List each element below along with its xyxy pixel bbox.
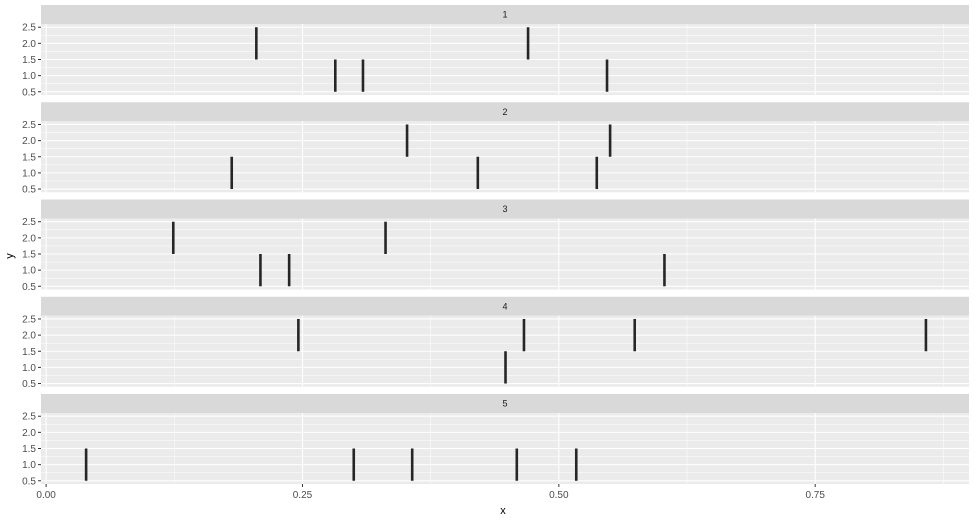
facet-strip-label: 1 <box>502 10 507 20</box>
y-tick-label: 0.5 <box>22 185 36 196</box>
y-tick-label: 1.0 <box>22 363 36 374</box>
y-tick-label: 1.5 <box>22 347 36 358</box>
y-tick-label: 1.0 <box>22 460 36 471</box>
x-axis-title: x <box>500 505 506 517</box>
facet-panels: 10.51.01.52.02.520.51.01.52.02.530.51.01… <box>22 5 969 487</box>
x-tick-label: 0.25 <box>293 490 313 501</box>
facet-strip <box>41 296 969 316</box>
y-tick-label: 1.5 <box>22 152 36 163</box>
facet-strip <box>41 199 969 219</box>
facet-strip <box>41 5 969 24</box>
facet-strip <box>41 394 969 413</box>
y-tick-label: 0.5 <box>22 379 36 390</box>
y-tick-label: 2.5 <box>22 217 36 228</box>
facet-strip-label: 3 <box>502 204 507 214</box>
y-tick-label: 2.0 <box>22 39 36 50</box>
y-tick-label: 2.5 <box>22 412 36 423</box>
facet-panel-1: 1 0.5 1.0 1.5 2.0 2.5 <box>22 5 969 98</box>
y-tick-label: 0.5 <box>22 282 36 293</box>
y-tick-label: 2.5 <box>22 314 36 325</box>
facet-strip-label: 4 <box>502 301 507 311</box>
x-tick-label: 0.75 <box>805 490 825 501</box>
y-tick-label: 0.5 <box>22 87 36 98</box>
facet-panel-5: 5 0.5 1.0 1.5 2.0 2.5 <box>22 394 969 487</box>
x-tick-label: 0.50 <box>549 490 569 501</box>
facet-strip-label: 2 <box>502 107 507 117</box>
y-tick-label: 2.0 <box>22 331 36 342</box>
y-tick-label: 1.5 <box>22 55 36 66</box>
facet-panel-4: 4 0.5 1.0 1.5 2.0 2.5 <box>22 296 969 390</box>
y-tick-label: 1.0 <box>22 168 36 179</box>
facet-strip-label: 5 <box>502 399 507 409</box>
y-axis-title: y <box>4 253 16 259</box>
y-tick-label: 2.0 <box>22 233 36 244</box>
y-tick-label: 2.5 <box>22 120 36 131</box>
x-axis: 0.00 0.25 0.50 0.75 <box>36 484 825 501</box>
y-tick-label: 2.0 <box>22 136 36 147</box>
y-tick-label: 1.0 <box>22 266 36 277</box>
facet-panel-2: 2 0.5 1.0 1.5 2.0 2.5 <box>22 102 969 196</box>
y-tick-label: 2.0 <box>22 428 36 439</box>
y-tick-label: 1.5 <box>22 444 36 455</box>
y-tick-label: 2.5 <box>22 23 36 34</box>
y-tick-label: 1.5 <box>22 250 36 261</box>
facet-strip <box>41 102 969 122</box>
x-tick-label: 0.00 <box>36 490 56 501</box>
facet-panel-3: 3 0.5 1.0 1.5 2.0 2.5 <box>22 199 969 293</box>
y-tick-label: 0.5 <box>22 476 36 487</box>
y-tick-label: 1.0 <box>22 71 36 82</box>
